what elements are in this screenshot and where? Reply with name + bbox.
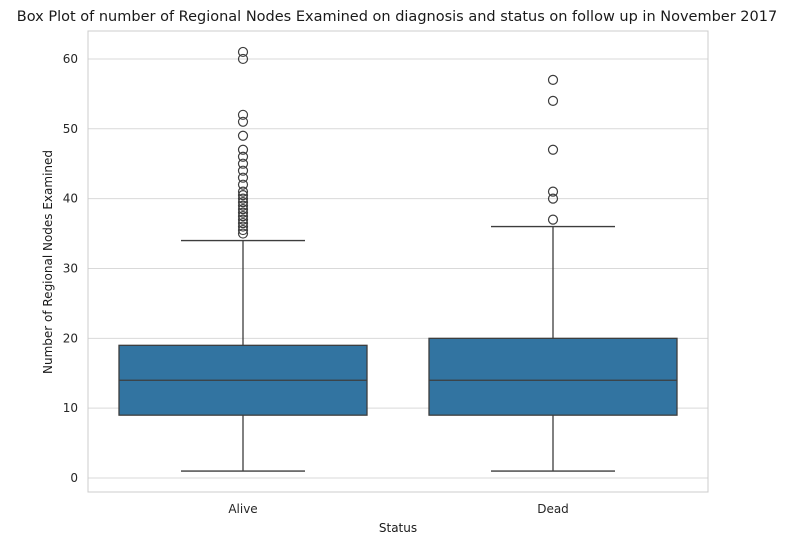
outlier-point [237,207,249,218]
x-tick-label: Alive [228,502,257,516]
outlier-point [237,197,249,208]
box-dead [428,74,678,472]
outlier-point [547,186,559,197]
outlier-point [237,172,249,183]
outlier-point [547,144,559,155]
outlier-point [237,214,249,225]
outlier-point [237,144,249,155]
outlier-point [237,116,249,127]
outlier-point [237,46,249,58]
outlier-point [237,217,249,229]
outlier-point [237,210,249,222]
outlier-point [237,224,249,236]
outlier-point [237,221,249,232]
outlier-point [237,109,249,120]
outlier-point [237,130,249,141]
x-axis-label: Status [379,521,417,535]
outlier-point [237,53,249,65]
outlier-point [547,74,559,85]
outlier-point [237,165,249,176]
y-tick-label: 10 [63,401,78,415]
y-tick-label: 50 [63,122,78,136]
outlier-point [237,179,249,190]
boxes-layer [118,46,678,472]
outlier-point [237,200,249,211]
outlier-point [237,190,249,201]
y-tick-label: 40 [63,192,78,206]
iqr-box [428,337,678,416]
chart-title: Box Plot of number of Regional Nodes Exa… [17,9,777,25]
x-tick-label: Dead [537,502,569,516]
y-tick-label: 30 [63,261,78,275]
y-tick-label: 60 [63,52,78,66]
y-axis-ticks: 0 10 20 30 40 50 60 [63,52,78,485]
outlier-point [237,228,249,239]
outlier-point [237,204,249,215]
outlier-point [547,95,559,106]
plot-area-frame [87,30,709,493]
outlier-point [237,193,249,204]
y-axis-label: Number of Regional Nodes Examined [41,150,55,374]
x-axis-ticks: Alive Dead [228,502,568,516]
outlier-point [237,158,249,169]
outlier-point [237,186,249,197]
outlier-point [547,193,559,204]
y-tick-label: 0 [70,471,78,485]
y-tick-label: 20 [63,331,78,345]
outlier-point [547,214,559,225]
box-alive [118,46,368,472]
outlier-point [237,151,249,162]
